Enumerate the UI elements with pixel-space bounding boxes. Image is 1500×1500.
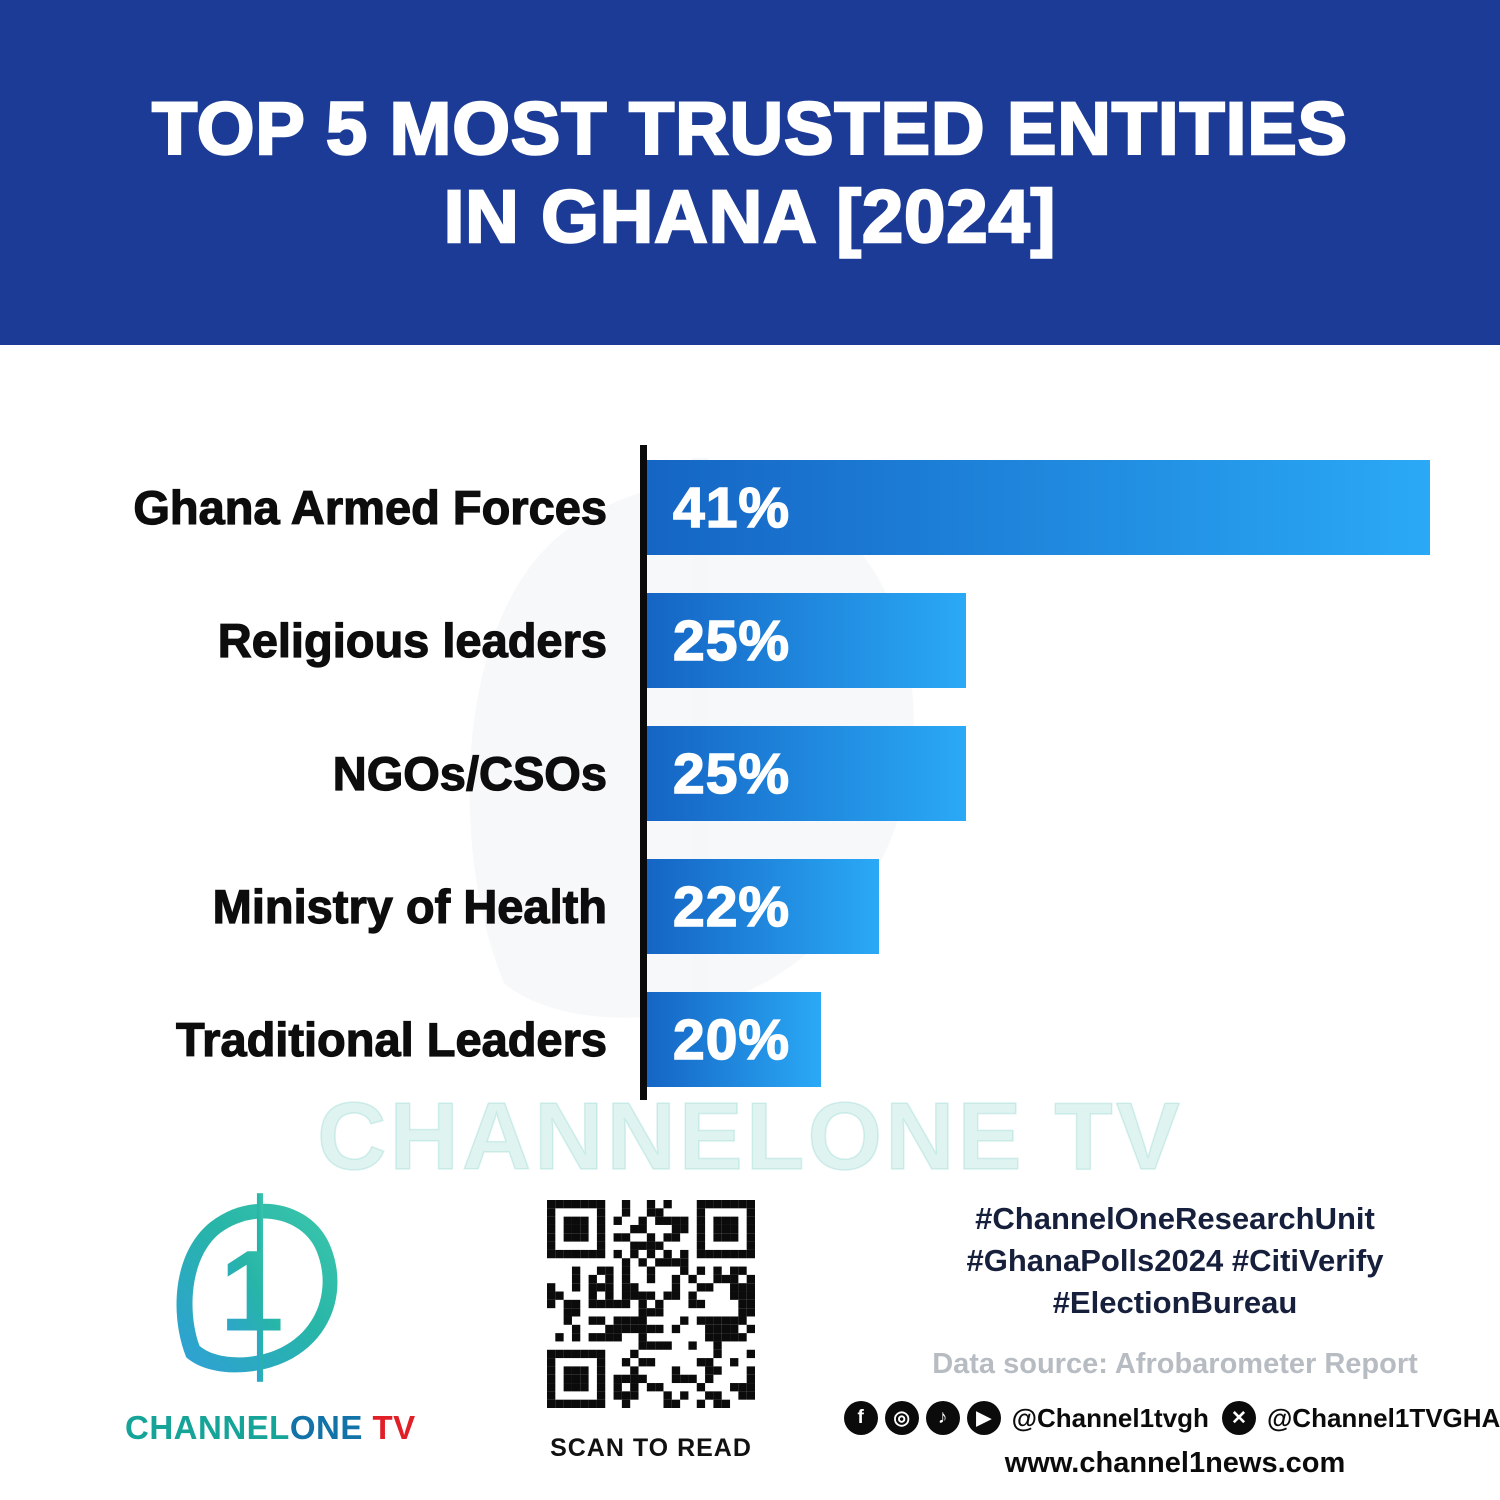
hashtag-line: #ChannelOneResearchUnit: [975, 1201, 1375, 1236]
brand-wordmark: CHANNELONE TV: [125, 1409, 415, 1447]
logo-digit: 1: [220, 1228, 284, 1356]
bar-row: Religious leaders 25%: [0, 593, 1430, 688]
channel-one-logo-block: 1 CHANNELONE TV: [125, 1185, 415, 1447]
bar: 25%: [647, 593, 966, 688]
social-row: f ◎ ♪ ▶ @Channel1tvgh ✕ @Channel1TVGHA: [843, 1401, 1500, 1435]
bar-row: NGOs/CSOs 25%: [0, 726, 1430, 821]
header-band: TOP 5 MOST TRUSTED ENTITIES IN GHANA [20…: [0, 0, 1500, 345]
social-handle-2: @Channel1TVGHA: [1266, 1402, 1500, 1433]
brand-channel: CHANNEL: [125, 1409, 290, 1446]
brand-tv: TV: [362, 1409, 416, 1446]
category-label: Religious leaders: [217, 613, 607, 667]
bar-value-label: 41%: [672, 475, 791, 541]
data-source-label: Data source: Afrobarometer Report: [932, 1348, 1418, 1380]
qr-block: SCAN TO READ: [543, 1200, 759, 1463]
bar: 25%: [647, 726, 966, 821]
channel-one-logo: 1: [176, 1193, 338, 1382]
tiktok-icon: ♪: [925, 1401, 960, 1435]
category-label: Ghana Armed Forces: [133, 480, 608, 534]
bar-value-label: 22%: [672, 874, 791, 940]
qr-caption: SCAN TO READ: [550, 1434, 752, 1462]
hashtag-line: #ElectionBureau: [1052, 1285, 1298, 1320]
bar-value-label: 25%: [672, 608, 791, 674]
website-url: www.channel1news.com: [1004, 1447, 1346, 1479]
bar-chart: Ghana Armed Forces 41% Religious leaders 25…: [0, 460, 1430, 1087]
category-label: Traditional Leaders: [175, 1012, 607, 1066]
brand-watermark: CHANNELONE TV: [316, 1082, 1183, 1191]
social-handle-1: @Channel1tvgh: [1011, 1402, 1209, 1433]
bar: 41%: [647, 460, 1430, 555]
instagram-icon: ◎: [884, 1401, 919, 1435]
bar-row: Ghana Armed Forces 41%: [0, 460, 1430, 555]
bar: 20%: [647, 992, 821, 1087]
page-title-line1: TOP 5 MOST TRUSTED ENTITIES: [151, 85, 1349, 171]
x-icon: ✕: [1221, 1401, 1256, 1435]
bar-row: Traditional Leaders 20%: [0, 992, 1430, 1087]
hashtag-line: #GhanaPolls2024 #CitiVerify: [966, 1243, 1384, 1278]
bar-row: Ministry of Health 22%: [0, 859, 1430, 954]
page-title-line2: IN GHANA [2024]: [442, 173, 1057, 259]
bar-value-label: 20%: [672, 1007, 791, 1073]
qr-code: [547, 1200, 755, 1408]
chart-axis-line: [640, 445, 647, 1100]
bar-value-label: 25%: [672, 741, 791, 807]
category-label: Ministry of Health: [212, 879, 608, 933]
bar: 22%: [647, 859, 879, 954]
footer-info-block: #ChannelOneResearchUnit #GhanaPolls2024 …: [843, 1198, 1500, 1480]
category-label: NGOs/CSOs: [332, 746, 607, 800]
brand-one: ONE: [289, 1409, 363, 1446]
facebook-icon: f: [843, 1401, 878, 1435]
youtube-icon: ▶: [966, 1401, 1001, 1435]
